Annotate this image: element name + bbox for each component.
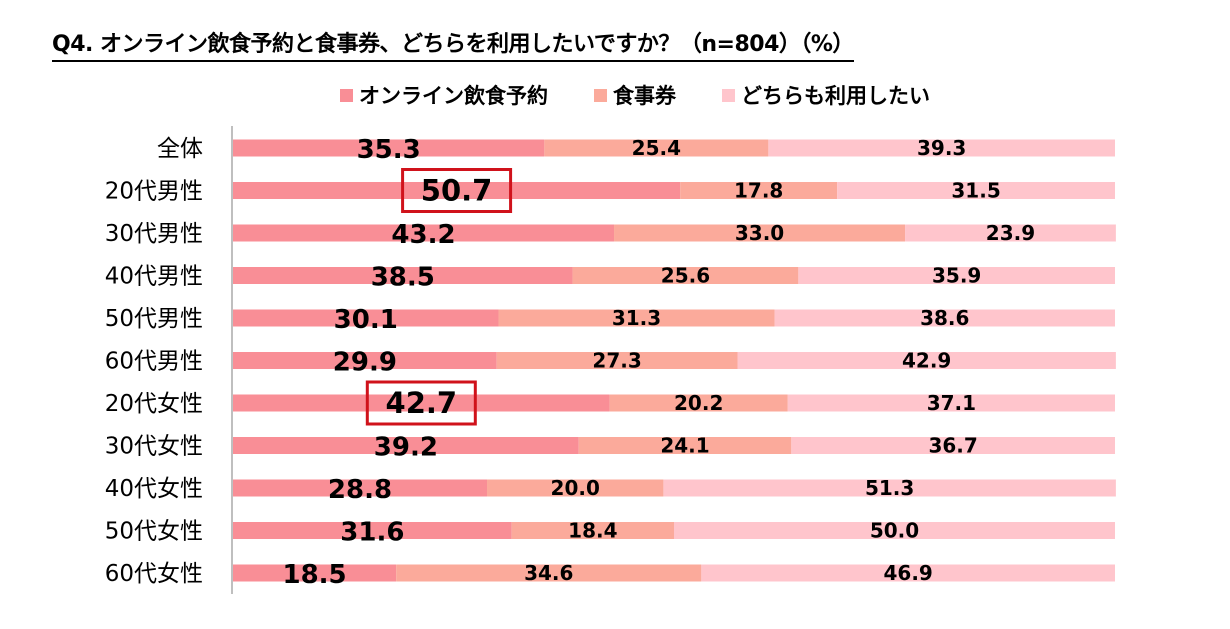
bar-segment: [609, 394, 788, 412]
bar-segment: [496, 352, 738, 369]
category-label: 20代男性: [105, 179, 203, 205]
bar-segment: [233, 437, 579, 454]
data-label: 35.3: [357, 135, 421, 165]
bar-segment: [774, 309, 1115, 327]
bar-segment: [674, 522, 1115, 539]
bar-segment: [787, 394, 1115, 412]
data-label: 50.7: [421, 174, 493, 208]
bar-segment: [233, 479, 488, 497]
chart-title: Q4. オンライン飲食予約と食事券、どちらを利用したいですか？（n=804）（%…: [52, 26, 854, 62]
legend-item-both: どちらも利用したい: [722, 80, 930, 110]
data-label: 23.9: [986, 221, 1035, 245]
category-label: 50代女性: [105, 519, 203, 545]
legend-label-both: どちらも利用したい: [741, 84, 930, 108]
data-label: 50.0: [870, 519, 919, 543]
data-label: 39.3: [917, 136, 966, 160]
bar-segment: [768, 139, 1115, 157]
category-label: 50代男性: [105, 306, 203, 332]
bar-segment: [680, 182, 838, 199]
bar-segment: [905, 224, 1116, 242]
legend-swatch-meal-voucher: [594, 88, 607, 102]
data-label: 51.3: [865, 476, 914, 500]
data-label: 38.5: [371, 263, 435, 293]
legend-swatch-both: [722, 88, 735, 102]
data-label: 43.2: [391, 220, 455, 250]
bar-segment: [233, 182, 681, 199]
data-label: 20.0: [551, 476, 600, 500]
data-label: 29.9: [333, 348, 397, 378]
data-label: 25.4: [632, 136, 681, 160]
data-label: 35.9: [932, 264, 981, 288]
data-label: 33.0: [735, 221, 784, 245]
bar-segment: [614, 224, 906, 242]
data-label: 17.8: [734, 179, 783, 203]
legend-item-online-reservation: オンライン飲食予約: [340, 80, 548, 110]
category-label: 40代女性: [105, 476, 203, 502]
bar-segment: [233, 224, 615, 242]
bar-segment: [233, 352, 497, 369]
data-label: 24.1: [660, 434, 709, 458]
data-label: 34.6: [524, 561, 573, 585]
bar-segment: [701, 564, 1115, 582]
bar-segment: [791, 437, 1115, 454]
bar-segment: [737, 352, 1116, 369]
data-label: 42.9: [902, 349, 951, 373]
bar-segment: [578, 437, 792, 454]
bar-segment: [233, 309, 499, 327]
bar-segment: [487, 479, 664, 497]
data-label: 31.3: [612, 306, 661, 330]
legend-item-meal-voucher: 食事券: [594, 80, 676, 110]
category-label: 40代男性: [105, 264, 203, 290]
bar-segment: [798, 267, 1115, 284]
data-label: 31.5: [951, 179, 1000, 203]
category-label: 30代男性: [105, 221, 203, 247]
category-label: 60代女性: [105, 561, 203, 587]
data-label: 20.2: [674, 391, 723, 415]
bar-segment: [396, 564, 702, 582]
legend-swatch-online-reservation: [340, 88, 353, 102]
bar-segment: [837, 182, 1115, 199]
data-label: 30.1: [334, 305, 398, 335]
category-label: 30代女性: [105, 434, 203, 460]
data-label: 39.2: [374, 433, 438, 463]
bar-segment: [233, 394, 610, 412]
legend: オンライン飲食予約 食事券 どちらも利用したい: [0, 80, 1230, 110]
bar-segment: [233, 267, 573, 284]
bar-segment: [233, 522, 512, 539]
data-label: 18.5: [283, 560, 347, 590]
highlight-box: [365, 380, 477, 426]
data-label: 36.7: [928, 434, 977, 458]
data-label: 37.1: [927, 391, 976, 415]
highlight-box: [401, 168, 513, 213]
data-label: 25.6: [661, 264, 710, 288]
category-label: 20代女性: [105, 391, 203, 417]
legend-label-meal-voucher: 食事券: [613, 84, 676, 108]
bar-segment: [498, 309, 775, 327]
category-label: 全体: [157, 136, 203, 162]
data-label: 42.7: [386, 386, 458, 420]
data-label: 38.6: [920, 306, 969, 330]
bar-segment: [572, 267, 799, 284]
data-label: 18.4: [568, 519, 617, 543]
bar-segment: [663, 479, 1116, 497]
data-label: 46.9: [883, 561, 932, 585]
bar-segment: [544, 139, 769, 157]
data-label: 31.6: [340, 518, 404, 548]
bar-segment: [233, 139, 545, 157]
legend-label-online-reservation: オンライン飲食予約: [359, 84, 548, 108]
data-label: 28.8: [328, 475, 392, 505]
category-label: 60代男性: [105, 349, 203, 375]
bar-segment: [511, 522, 674, 539]
data-label: 27.3: [592, 349, 641, 373]
bar-segment: [233, 564, 397, 582]
